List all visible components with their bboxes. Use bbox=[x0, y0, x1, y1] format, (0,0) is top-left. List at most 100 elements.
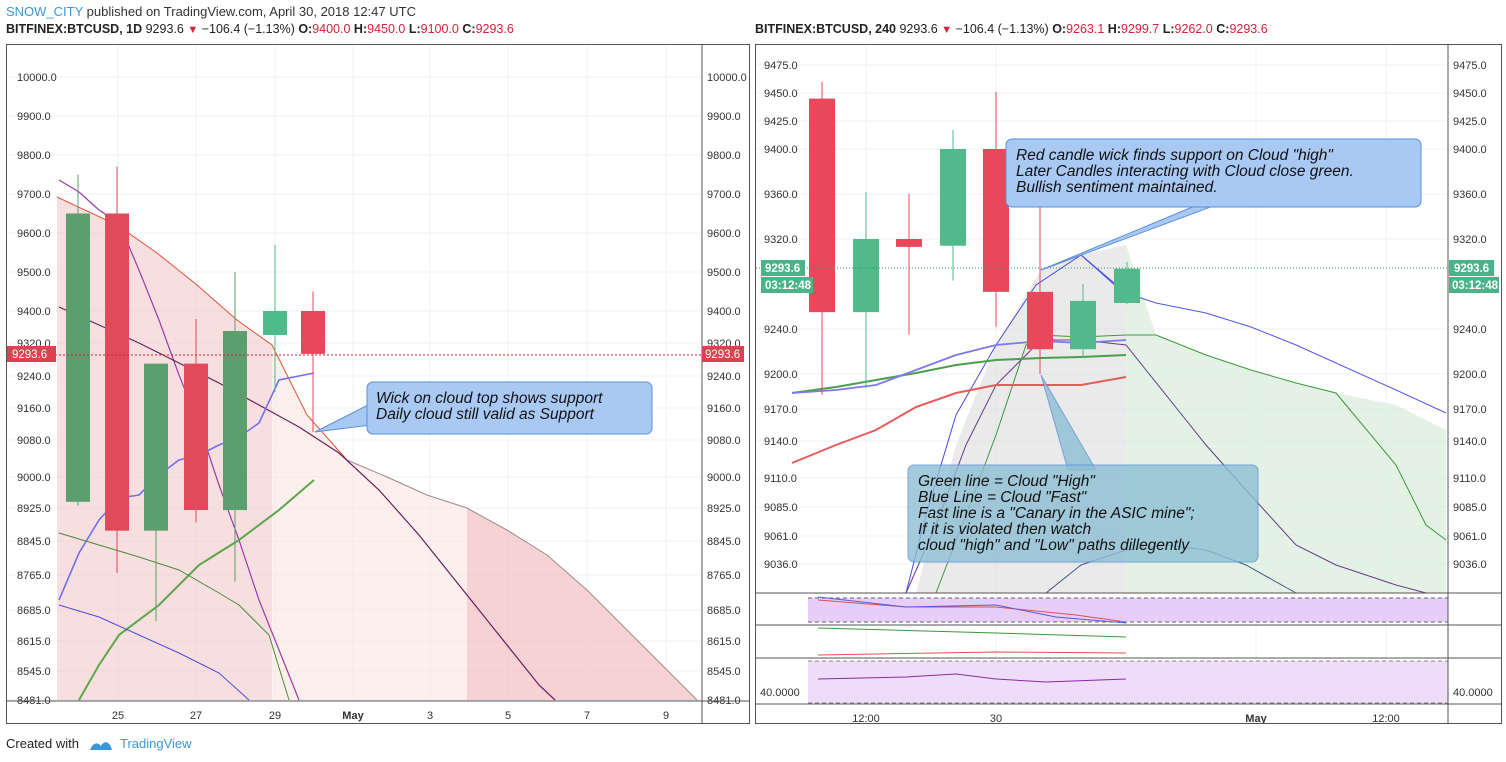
daily-y-tick-left: 9500.0 bbox=[17, 267, 51, 279]
h4-x-tick: May bbox=[1245, 713, 1267, 723]
daily-price-badge-left bbox=[7, 346, 56, 362]
daily-y-tick-left: 9700.0 bbox=[17, 189, 51, 201]
h4-y-tick-left: 9240.0 bbox=[764, 324, 798, 336]
daily-candle-body bbox=[301, 311, 325, 354]
daily-y-tick-right: 9080.0 bbox=[707, 435, 741, 447]
h4-y-tick-right: 9425.0 bbox=[1453, 116, 1487, 128]
h4-y-tick-left: 9110.0 bbox=[764, 473, 797, 485]
right-high: 9299.7 bbox=[1121, 22, 1160, 36]
h4-y-tick-right: 9400.0 bbox=[1453, 144, 1487, 156]
h4-candle-body bbox=[940, 149, 966, 246]
h4-osc-label-left: 40.0000 bbox=[760, 687, 800, 699]
h4-callout-bottom bbox=[907, 374, 1259, 563]
publish-info: published on TradingView.com, April 30, … bbox=[83, 4, 416, 19]
h4-indicator-lines bbox=[791, 339, 1127, 464]
h4-y-tick-right: 9110.0 bbox=[1453, 473, 1486, 485]
daily-price-badge-left-text: 9293.6 bbox=[12, 349, 47, 361]
h4-candle-body bbox=[1070, 300, 1096, 350]
daily-y-tick-left: 9160.0 bbox=[17, 403, 51, 415]
daily-y-tick-left: 9080.0 bbox=[17, 435, 51, 447]
daily-y-tick-left: 8925.0 bbox=[17, 503, 51, 515]
left-change: −106.4 (−1.13%) bbox=[201, 22, 295, 36]
daily-x-tick: 29 bbox=[269, 710, 281, 722]
h4-y-tick-right: 9200.0 bbox=[1453, 369, 1487, 381]
h4-y-tick-left: 9140.0 bbox=[764, 436, 798, 448]
daily-y-tick-left: 8765.0 bbox=[17, 570, 51, 582]
daily-y-tick-right: 9400.0 bbox=[707, 306, 741, 318]
h4-y-tick-right: 9036.0 bbox=[1453, 559, 1487, 571]
daily-x-tick: May bbox=[342, 710, 364, 722]
h4-countdown-left-text: 03:12:48 bbox=[765, 280, 812, 292]
h4-y-tick-right: 9085.0 bbox=[1453, 502, 1487, 514]
footer-brand-link[interactable]: TradingView bbox=[120, 736, 192, 751]
h4-time-axis: 12:00 30 May 12:00 bbox=[852, 713, 1400, 723]
daily-y-tick-right: 9700.0 bbox=[707, 189, 741, 201]
h4-countdown-right-text: 03:12:48 bbox=[1452, 280, 1499, 292]
h4-candle-body bbox=[809, 98, 835, 313]
daily-y-tick-right: 8765.0 bbox=[707, 570, 741, 582]
h4-candle-body bbox=[853, 239, 879, 313]
daily-x-tick: 25 bbox=[112, 710, 124, 722]
daily-price-badge-right bbox=[702, 346, 744, 362]
right-open: 9263.1 bbox=[1066, 22, 1105, 36]
author-link[interactable]: SNOW_CITY bbox=[6, 4, 84, 19]
h4-annotation-bottom: Green line = Cloud "High" Blue Line = Cl… bbox=[918, 473, 1195, 554]
daily-x-tick: 27 bbox=[190, 710, 202, 722]
h4-price-badge-left bbox=[761, 260, 805, 276]
daily-y-tick-right: 8925.0 bbox=[707, 503, 741, 515]
h4-x-tick: 30 bbox=[990, 713, 1002, 723]
daily-callout bbox=[314, 381, 653, 435]
daily-x-tick: 9 bbox=[663, 710, 669, 722]
h4-y-tick-left: 9061.0 bbox=[764, 531, 798, 543]
daily-y-tick-left: 8545.0 bbox=[17, 666, 51, 678]
daily-y-tick-left: 10000.0 bbox=[17, 72, 57, 84]
left-last: 9293.6 bbox=[145, 22, 184, 36]
h4-y-tick-right: 9140.0 bbox=[1453, 436, 1487, 448]
daily-y-tick-right: 8845.0 bbox=[707, 536, 741, 548]
footer-created: Created with bbox=[6, 736, 79, 751]
left-low: 9100.0 bbox=[420, 22, 459, 36]
left-symbol: BITFINEX:BTCUSD, 1D bbox=[6, 22, 143, 36]
h4-countdown-left bbox=[761, 277, 813, 293]
h4-chart-panel[interactable]: 9475.0 9475.0 9450.0 9450.0 9425.0 9425.0 9400… bbox=[755, 44, 1502, 724]
daily-y-tick-right: 9800.0 bbox=[707, 150, 741, 162]
right-change: −106.4 (−1.13%) bbox=[955, 22, 1049, 36]
h4-countdown-right bbox=[1449, 277, 1499, 293]
h4-y-tick-right: 9320.0 bbox=[1453, 234, 1487, 246]
h4-sub-pane-3 bbox=[808, 660, 1448, 704]
h4-y-tick-right: 9061.0 bbox=[1453, 531, 1487, 543]
h4-x-tick: 12:00 bbox=[1372, 713, 1400, 723]
daily-price-badge-right-text: 9293.6 bbox=[705, 349, 740, 361]
h4-y-tick-left: 9170.0 bbox=[764, 404, 798, 416]
right-symbol: BITFINEX:BTCUSD, 240 bbox=[755, 22, 896, 36]
tradingview-logo-icon bbox=[89, 739, 113, 751]
daily-candle-body bbox=[184, 363, 208, 511]
h4-candles bbox=[809, 81, 1140, 395]
daily-y-tick-right: 9160.0 bbox=[707, 403, 741, 415]
h4-y-tick-left: 9036.0 bbox=[764, 559, 798, 571]
daily-y-tick-right: 9240.0 bbox=[707, 371, 741, 383]
daily-y-tick-left: 8845.0 bbox=[17, 536, 51, 548]
h4-y-tick-right: 9475.0 bbox=[1453, 60, 1487, 72]
h4-price-badge-right bbox=[1449, 260, 1494, 276]
daily-candle-body bbox=[105, 213, 129, 531]
down-arrow-icon: ▼ bbox=[187, 24, 199, 36]
daily-x-tick: 3 bbox=[427, 710, 433, 722]
h4-callout-top bbox=[1005, 138, 1422, 271]
h4-y-tick-right: 9450.0 bbox=[1453, 88, 1487, 100]
h4-y-tick-left: 9200.0 bbox=[764, 369, 798, 381]
daily-indicator-lines bbox=[58, 179, 556, 701]
h4-chart-svg: 9475.0 9475.0 9450.0 9450.0 9425.0 9425.0 9400… bbox=[756, 45, 1501, 723]
daily-y-tick-left: 9600.0 bbox=[17, 228, 51, 240]
daily-y-tick-right: 9600.0 bbox=[707, 228, 741, 240]
h4-sub-pane-1 bbox=[756, 592, 1501, 626]
h4-y-tick-left: 9425.0 bbox=[764, 116, 798, 128]
right-legend: BITFINEX:BTCUSD, 240 9293.6 ▼ −106.4 (−1… bbox=[755, 22, 1268, 36]
h4-y-tick-left: 9360.0 bbox=[764, 189, 798, 201]
daily-candle-body bbox=[263, 311, 287, 335]
daily-chart-panel[interactable]: 10000.0 10000.0 9900.0 9900.0 9800.0 9800.0 97… bbox=[6, 44, 750, 724]
daily-y-tick-left: 8615.0 bbox=[17, 636, 51, 648]
h4-annotation-top: Red candle wick finds support on Cloud "… bbox=[1016, 147, 1354, 196]
right-last: 9293.6 bbox=[899, 22, 938, 36]
daily-y-tick-left: 9900.0 bbox=[17, 111, 51, 123]
